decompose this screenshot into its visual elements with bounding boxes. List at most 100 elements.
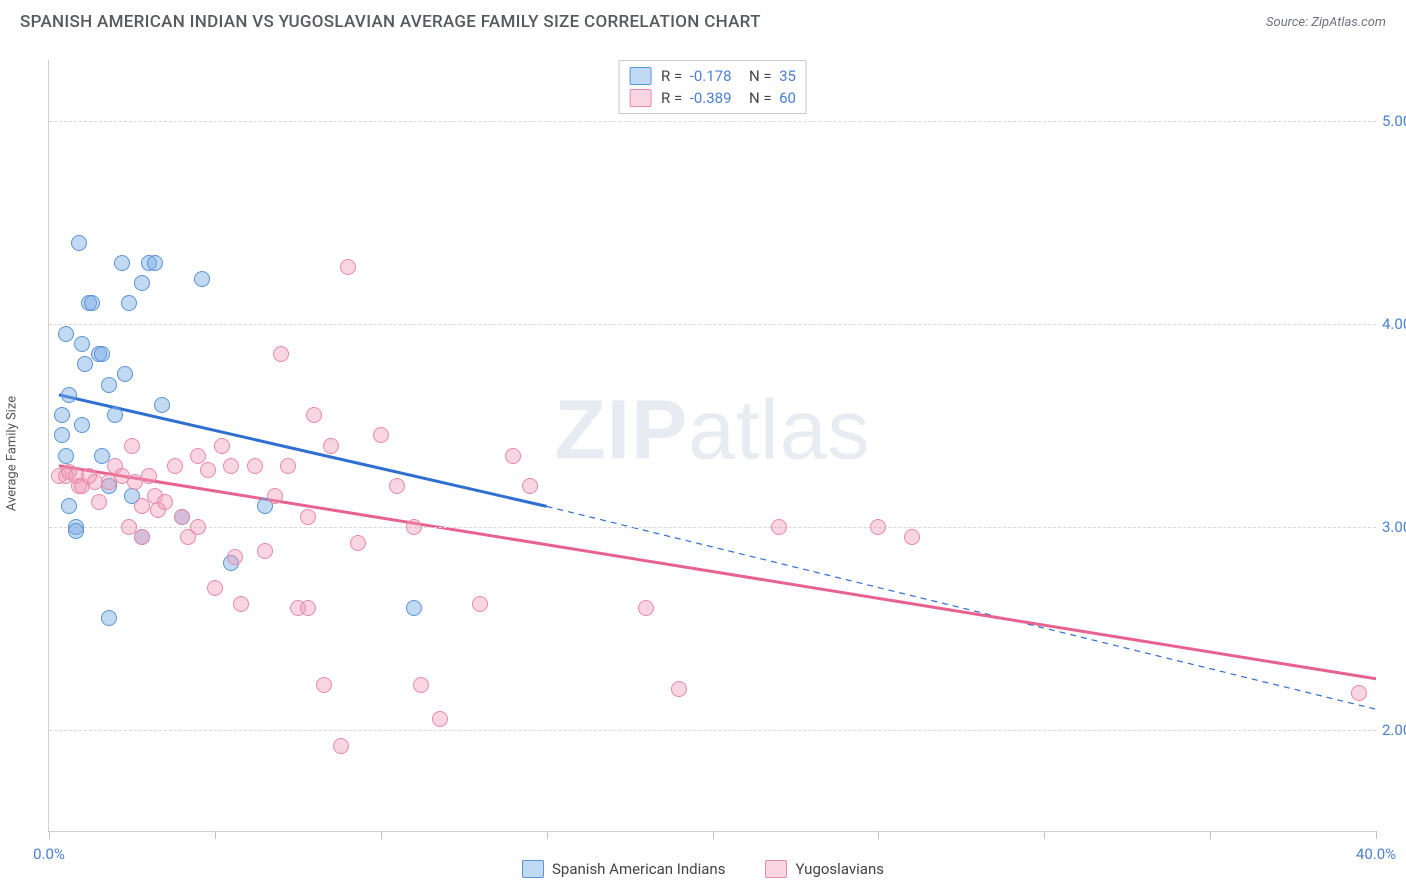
scatter-point-yug [771, 519, 787, 535]
scatter-point-sai [107, 407, 123, 423]
scatter-point-yug [190, 519, 206, 535]
x-tick [878, 831, 879, 839]
scatter-point-yug [306, 407, 322, 423]
gridline-h [49, 324, 1376, 325]
stat-N-label: N = 35 [742, 67, 796, 85]
scatter-point-yug [124, 438, 140, 454]
scatter-point-sai [71, 235, 87, 251]
x-tick-label: 0.0% [33, 845, 65, 863]
scatter-point-yug [373, 427, 389, 443]
x-tick [1044, 831, 1045, 839]
scatter-point-yug [340, 259, 356, 275]
legend-swatch-sai [522, 860, 544, 878]
scatter-point-yug [323, 438, 339, 454]
scatter-point-sai [74, 417, 90, 433]
scatter-point-yug [316, 677, 332, 693]
scatter-point-sai [147, 255, 163, 271]
scatter-point-sai [117, 366, 133, 382]
chart-title: SPANISH AMERICAN INDIAN VS YUGOSLAVIAN A… [20, 12, 761, 32]
scatter-point-yug [671, 681, 687, 697]
chart-plot-area: R = -0.178 N = 35R = -0.389 N = 60 ZIPat… [48, 60, 1376, 832]
scatter-point-yug [207, 580, 223, 596]
legend-item-sai: Spanish American Indians [522, 860, 725, 878]
scatter-point-sai [194, 271, 210, 287]
gridline-h [49, 527, 1376, 528]
scatter-point-sai [94, 346, 110, 362]
scatter-point-sai [58, 326, 74, 342]
scatter-point-sai [54, 427, 70, 443]
scatter-point-sai [406, 600, 422, 616]
scatter-point-yug [214, 438, 230, 454]
scatter-point-yug [432, 711, 448, 727]
stats-legend-box: R = -0.178 N = 35R = -0.389 N = 60 [618, 60, 807, 114]
scatter-point-yug [247, 458, 263, 474]
scatter-point-yug [505, 448, 521, 464]
stat-R-label: R = -0.389 [661, 89, 731, 107]
legend-label-yug: Yugoslavians [795, 860, 884, 878]
swatch-sai [629, 67, 651, 85]
scatter-point-yug [190, 448, 206, 464]
scatter-point-yug [167, 458, 183, 474]
scatter-point-yug [223, 458, 239, 474]
legend-label-sai: Spanish American Indians [552, 860, 725, 878]
scatter-point-yug [280, 458, 296, 474]
scatter-point-sai [61, 387, 77, 403]
x-tick [215, 831, 216, 839]
scatter-point-yug [200, 462, 216, 478]
x-tick [1210, 831, 1211, 839]
y-axis-label: Average Family Size [5, 396, 20, 511]
chart-header: SPANISH AMERICAN INDIAN VS YUGOSLAVIAN A… [0, 0, 1406, 36]
scatter-point-sai [54, 407, 70, 423]
x-tick [713, 831, 714, 839]
scatter-point-sai [77, 356, 93, 372]
scatter-point-yug [134, 498, 150, 514]
scatter-point-sai [61, 498, 77, 514]
y-tick-label: 5.00 [1382, 112, 1406, 130]
scatter-point-yug [134, 529, 150, 545]
stats-row-yug: R = -0.389 N = 60 [629, 87, 796, 109]
scatter-point-yug [227, 549, 243, 565]
scatter-point-yug [174, 509, 190, 525]
source-label: Source: ZipAtlas.com [1266, 15, 1386, 30]
series-legend: Spanish American Indians Yugoslavians [522, 860, 884, 878]
scatter-point-yug [91, 494, 107, 510]
stat-R-label: R = -0.178 [661, 67, 731, 85]
scatter-point-sai [134, 275, 150, 291]
scatter-point-yug [300, 600, 316, 616]
trend-line-yug [59, 466, 1376, 679]
legend-item-yug: Yugoslavians [765, 860, 884, 878]
legend-swatch-yug [765, 860, 787, 878]
scatter-point-sai [154, 397, 170, 413]
stat-N-label: N = 60 [742, 89, 796, 107]
scatter-point-sai [74, 336, 90, 352]
scatter-point-yug [273, 346, 289, 362]
scatter-point-sai [101, 377, 117, 393]
x-tick [1376, 831, 1377, 839]
trend-lines-layer [49, 60, 1376, 831]
scatter-point-yug [157, 494, 173, 510]
gridline-h [49, 121, 1376, 122]
scatter-point-sai [114, 255, 130, 271]
scatter-point-yug [870, 519, 886, 535]
swatch-yug [629, 89, 651, 107]
scatter-point-yug [257, 543, 273, 559]
scatter-point-yug [267, 488, 283, 504]
y-tick-label: 3.00 [1382, 518, 1406, 536]
scatter-point-sai [68, 523, 84, 539]
x-tick [547, 831, 548, 839]
scatter-point-yug [904, 529, 920, 545]
scatter-point-sai [101, 610, 117, 626]
scatter-point-sai [58, 448, 74, 464]
stats-row-sai: R = -0.178 N = 35 [629, 65, 796, 87]
y-tick-label: 4.00 [1382, 315, 1406, 333]
scatter-point-yug [233, 596, 249, 612]
trend-line-dashed-sai [547, 506, 1376, 709]
scatter-point-yug [522, 478, 538, 494]
scatter-point-yug [413, 677, 429, 693]
y-tick-label: 2.00 [1382, 721, 1406, 739]
scatter-point-yug [333, 738, 349, 754]
scatter-point-yug [389, 478, 405, 494]
gridline-h [49, 730, 1376, 731]
scatter-point-yug [1351, 685, 1367, 701]
scatter-point-yug [300, 509, 316, 525]
